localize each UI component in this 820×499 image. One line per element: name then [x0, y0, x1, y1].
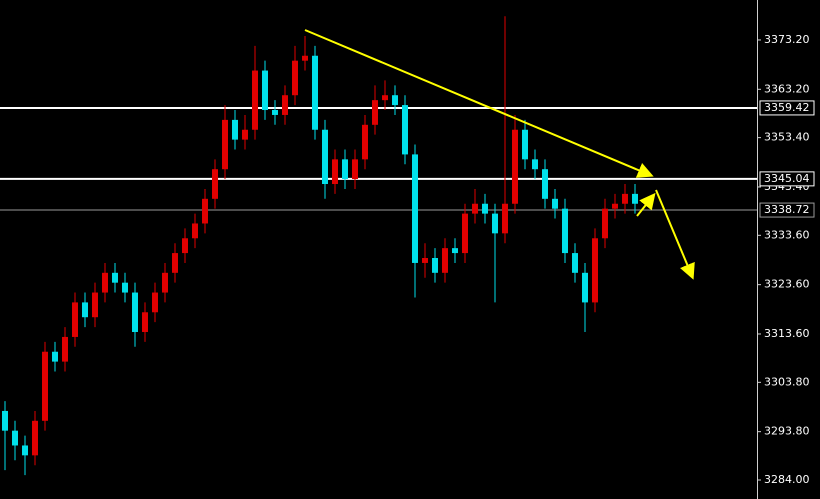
candle-body — [502, 203, 508, 234]
candle-body — [612, 203, 618, 209]
candle-body — [402, 105, 408, 155]
y-tick-label: 3313.60 — [764, 327, 810, 340]
candle-body — [522, 129, 528, 160]
candle-body — [432, 258, 438, 273]
candle-body — [512, 129, 518, 204]
candle-body — [42, 351, 48, 421]
candle-body — [242, 129, 248, 140]
candle-body — [352, 159, 358, 180]
y-tick-label: 3353.40 — [764, 131, 810, 144]
candle-body — [282, 95, 288, 115]
candle-body — [382, 95, 388, 101]
candle-body — [462, 213, 468, 254]
candle-body — [392, 95, 398, 106]
candle-body — [12, 430, 18, 446]
candle-body — [482, 203, 488, 214]
candle-body — [222, 119, 228, 170]
candle-body — [32, 420, 38, 456]
y-tick-label: 3373.20 — [764, 33, 810, 46]
candle-body — [102, 272, 108, 293]
candle-body — [162, 272, 168, 293]
candle-body — [632, 193, 638, 204]
trend-line — [304, 29, 654, 178]
candle-body — [52, 351, 58, 362]
candle-body — [192, 223, 198, 239]
level-label: 3338.72 — [764, 203, 810, 216]
level-label: 3359.42 — [764, 101, 810, 114]
candle-body — [542, 169, 548, 199]
y-tick-label: 3323.60 — [764, 278, 810, 291]
candle-body — [582, 272, 588, 303]
candle-body — [342, 159, 348, 180]
candle-body — [292, 60, 298, 96]
candle-body — [422, 258, 428, 263]
candle-body — [622, 193, 628, 204]
candle-body — [182, 238, 188, 254]
candle-body — [332, 159, 338, 185]
candle-body — [22, 445, 28, 456]
candle-body — [122, 282, 128, 293]
candle-body — [322, 129, 328, 185]
candle-body — [252, 70, 258, 130]
candle-body — [202, 198, 208, 224]
candle-body — [152, 292, 158, 313]
candle-body — [452, 248, 458, 254]
candle-body — [572, 253, 578, 273]
plot-area — [0, 16, 757, 476]
candle-body — [412, 154, 418, 263]
level-label-box — [759, 100, 815, 116]
level-label-box — [759, 202, 815, 218]
candle-body — [372, 100, 378, 125]
candle-body — [212, 169, 218, 199]
candle-body — [492, 213, 498, 234]
candle-body — [472, 203, 478, 214]
y-tick-label: 3293.80 — [764, 425, 810, 438]
level-label: 3345.04 — [764, 172, 810, 185]
y-tick-label: 3284.00 — [764, 473, 810, 486]
candle-body — [302, 55, 308, 61]
candle-body — [172, 253, 178, 273]
level-label-box — [759, 171, 815, 187]
candle-body — [62, 336, 68, 362]
candle-body — [232, 119, 238, 140]
y-tick-label: 3363.20 — [764, 82, 810, 95]
arrow-down — [655, 189, 695, 280]
candle-body — [272, 110, 278, 115]
axis-labels: 3373.203363.203353.403343.403333.603323.… — [757, 33, 815, 486]
candle-body — [92, 292, 98, 318]
y-tick-label: 3303.80 — [764, 375, 810, 388]
annotations — [304, 29, 695, 280]
candle-body — [362, 124, 368, 160]
candle-body — [532, 159, 538, 170]
candle-body — [552, 198, 558, 209]
candle-body — [112, 272, 118, 283]
y-tick-label: 3333.60 — [764, 228, 810, 241]
candle-body — [592, 238, 598, 303]
candle-body — [602, 208, 608, 239]
candle-body — [562, 208, 568, 254]
candle-body — [312, 55, 318, 130]
candle-body — [2, 410, 8, 431]
candle-body — [132, 292, 138, 333]
candle-body — [142, 312, 148, 333]
candle-body — [72, 302, 78, 337]
candle-body — [262, 70, 268, 111]
arrow-up — [636, 192, 656, 217]
candle-body — [82, 302, 88, 318]
candle-body — [442, 248, 448, 273]
